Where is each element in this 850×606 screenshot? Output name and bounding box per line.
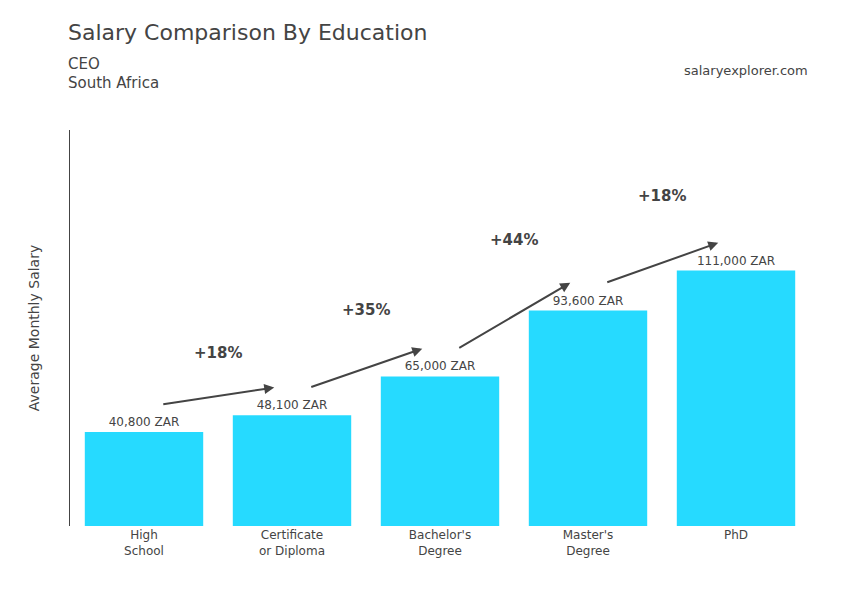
svg-text:HighSchool: HighSchool: [124, 528, 164, 558]
svg-text:Salary Comparison By Education: Salary Comparison By Education: [68, 20, 427, 45]
svg-text:93,600 ZAR: 93,600 ZAR: [553, 294, 624, 308]
svg-text:Bachelor'sDegree: Bachelor'sDegree: [409, 528, 471, 558]
svg-text:+35%: +35%: [342, 301, 390, 319]
svg-text:65,000 ZAR: 65,000 ZAR: [405, 359, 476, 373]
svg-text:40,800 ZAR: 40,800 ZAR: [109, 415, 180, 429]
svg-text:48,100 ZAR: 48,100 ZAR: [257, 398, 328, 412]
svg-text:Average Monthly Salary: Average Monthly Salary: [26, 245, 42, 411]
svg-text:PhD: PhD: [724, 528, 748, 542]
svg-text:111,000 ZAR: 111,000 ZAR: [697, 254, 775, 268]
svg-text:Certificateor Diploma: Certificateor Diploma: [259, 528, 325, 558]
svg-text:CEOSouth Africa: CEOSouth Africa: [68, 55, 159, 93]
svg-text:+18%: +18%: [194, 344, 242, 362]
svg-text:salaryexplorer.com: salaryexplorer.com: [684, 63, 808, 78]
svg-text:Master'sDegree: Master'sDegree: [563, 528, 614, 558]
svg-text:+18%: +18%: [638, 187, 686, 205]
svg-text:+44%: +44%: [490, 231, 538, 249]
